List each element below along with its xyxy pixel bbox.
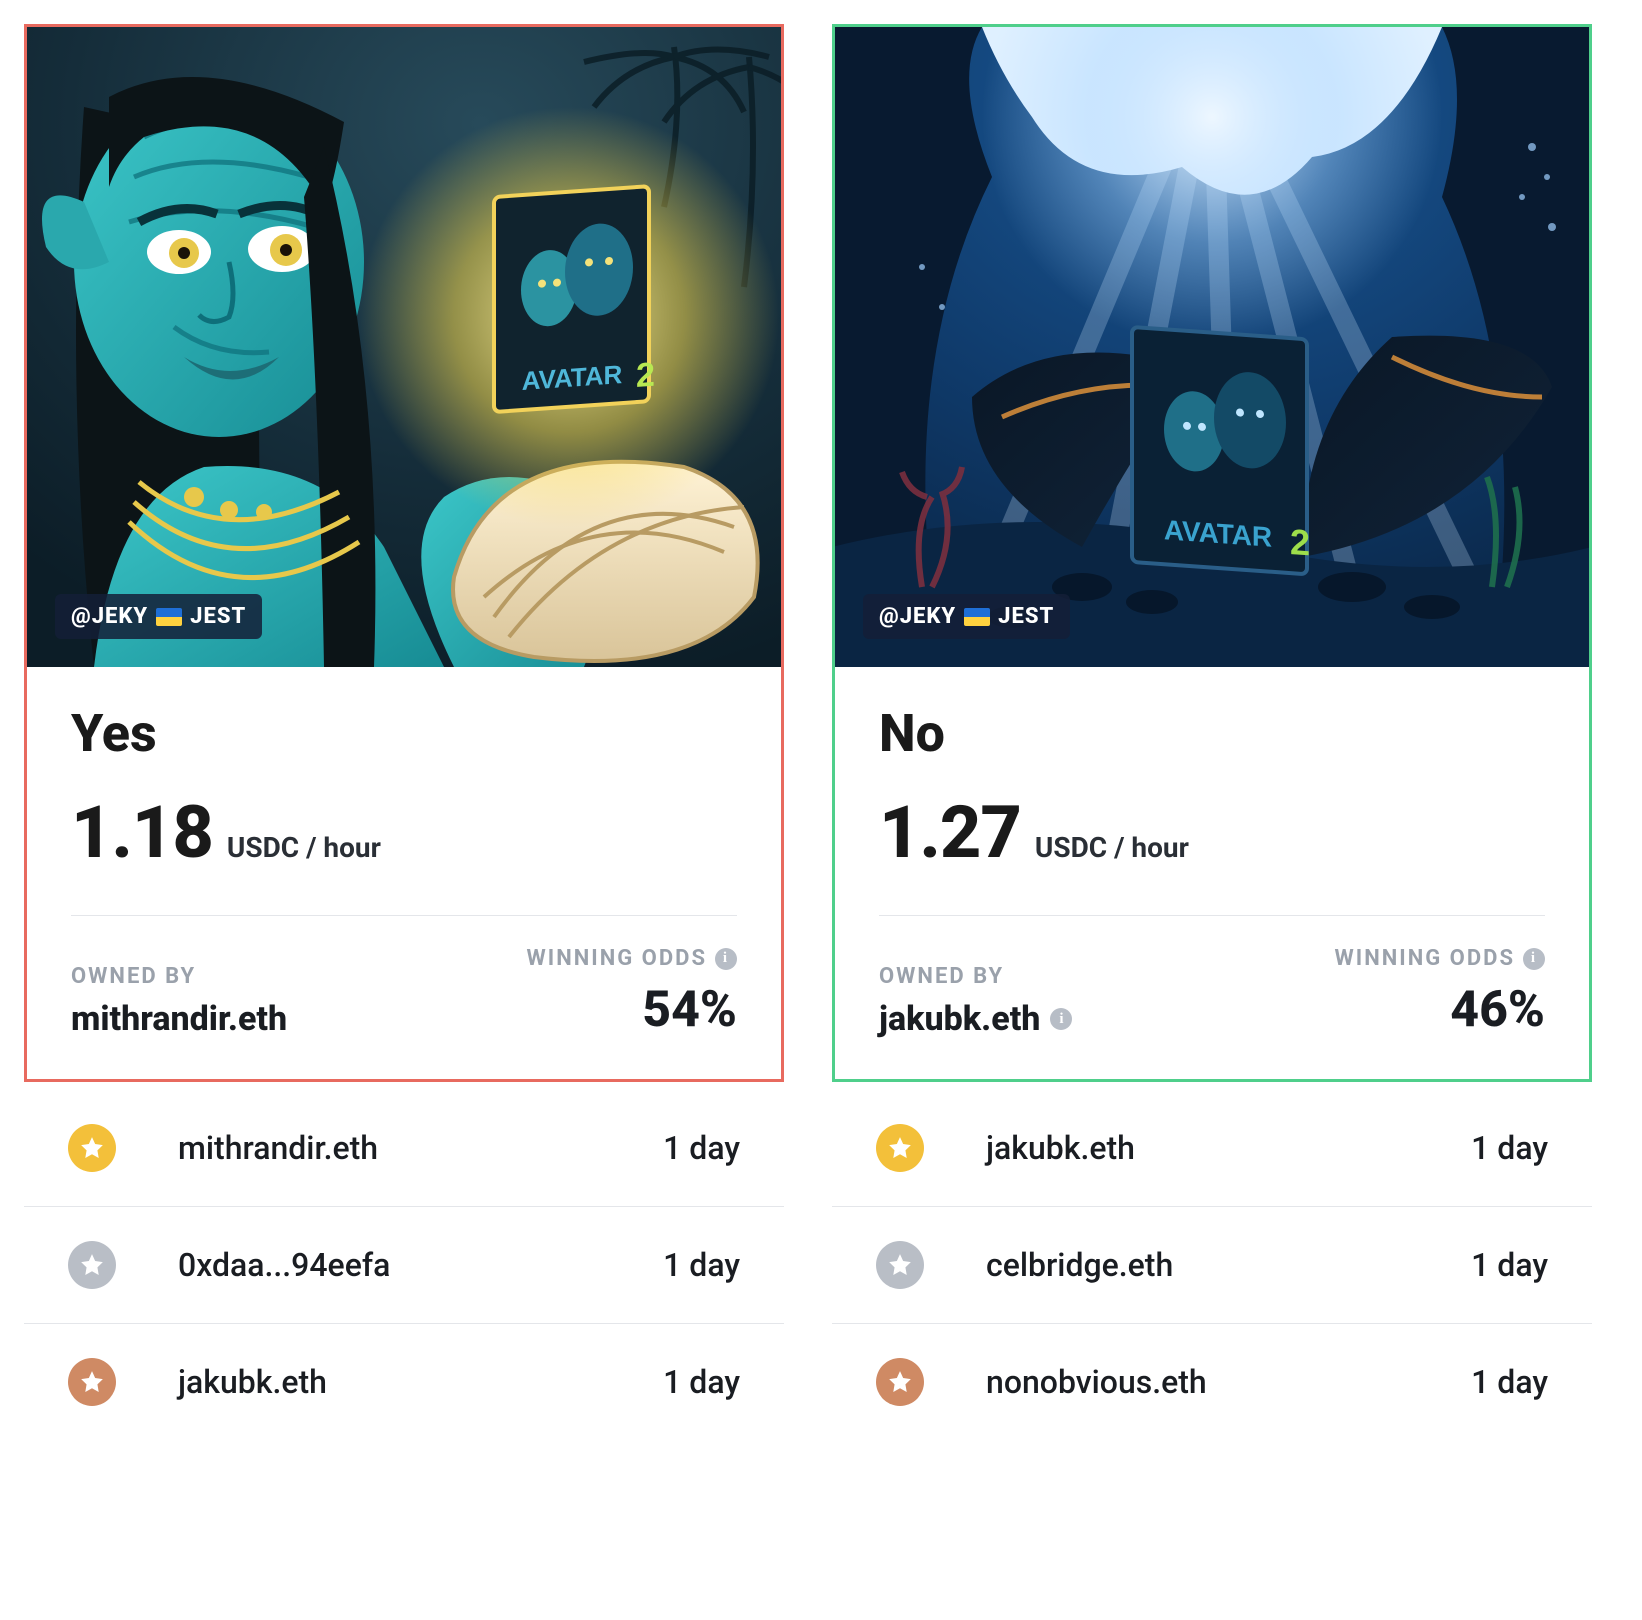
winning-odds-value: 46% bbox=[1335, 981, 1545, 1039]
winning-odds-label: WINNING ODDS i bbox=[527, 946, 737, 971]
star-gold-icon bbox=[876, 1124, 924, 1172]
winning-odds-block: WINNING ODDS i 46% bbox=[1335, 946, 1545, 1039]
outcome-title: No bbox=[879, 703, 1545, 764]
artist-badge-suffix: JEST bbox=[190, 604, 246, 629]
leaderboard-duration: 1 day bbox=[1471, 1363, 1548, 1401]
price-value: 1.27 bbox=[879, 790, 1021, 875]
price-line: 1.18 USDC / hour bbox=[71, 790, 737, 916]
info-icon[interactable]: i bbox=[1523, 948, 1545, 970]
owned-by-block: OWNED BY jakubk.eth i bbox=[879, 964, 1072, 1039]
cards-container: AVATAR 2 @JEKY JEST Yes 1.18 USDC / hour bbox=[0, 0, 1642, 1464]
leaderboard-row[interactable]: 0xdaa...94eefa 1 day bbox=[24, 1207, 784, 1324]
flag-icon bbox=[156, 608, 182, 626]
leaderboard-row[interactable]: celbridge.eth 1 day bbox=[832, 1207, 1592, 1324]
card-yes-info: Yes 1.18 USDC / hour OWNED BY mithrandir… bbox=[27, 667, 781, 1079]
outcome-title: Yes bbox=[71, 703, 737, 764]
artist-badge: @JEKY JEST bbox=[863, 594, 1070, 639]
leaderboard-name: nonobvious.eth bbox=[986, 1363, 1471, 1401]
price-value: 1.18 bbox=[71, 790, 213, 875]
leaderboard-duration: 1 day bbox=[1471, 1129, 1548, 1167]
card-no-info: No 1.27 USDC / hour OWNED BY jakubk.eth … bbox=[835, 667, 1589, 1079]
artist-badge-suffix: JEST bbox=[998, 604, 1054, 629]
leaderboard-duration: 1 day bbox=[663, 1246, 740, 1284]
winning-odds-label: WINNING ODDS i bbox=[1335, 946, 1545, 971]
leaderboard-name: 0xdaa...94eefa bbox=[178, 1246, 663, 1284]
card-yes-artwork: AVATAR 2 @JEKY JEST bbox=[27, 27, 781, 667]
card-yes-panel[interactable]: AVATAR 2 @JEKY JEST Yes 1.18 USDC / hour bbox=[24, 24, 784, 1082]
price-line: 1.27 USDC / hour bbox=[879, 790, 1545, 916]
svg-text:2: 2 bbox=[1290, 521, 1310, 563]
card-no-panel[interactable]: AVATAR 2 @JEKY JEST No bbox=[832, 24, 1592, 1082]
info-icon[interactable]: i bbox=[1050, 1008, 1072, 1030]
owner-name[interactable]: jakubk.eth i bbox=[879, 999, 1072, 1039]
svg-text:2: 2 bbox=[636, 356, 655, 395]
winning-odds-value: 54% bbox=[527, 981, 737, 1039]
card-no: AVATAR 2 @JEKY JEST No bbox=[832, 24, 1592, 1440]
leaderboard-name: jakubk.eth bbox=[178, 1363, 663, 1401]
owner-name[interactable]: mithrandir.eth bbox=[71, 999, 287, 1039]
leaderboard-name: jakubk.eth bbox=[986, 1129, 1471, 1167]
card-yes: AVATAR 2 @JEKY JEST Yes 1.18 USDC / hour bbox=[24, 24, 784, 1440]
star-bronze-icon bbox=[876, 1358, 924, 1406]
star-silver-icon bbox=[876, 1241, 924, 1289]
star-silver-icon bbox=[68, 1241, 116, 1289]
artist-badge: @JEKY JEST bbox=[55, 594, 262, 639]
stats-row: OWNED BY jakubk.eth i WINNING ODDS i 46% bbox=[879, 946, 1545, 1039]
price-unit: USDC / hour bbox=[1035, 831, 1189, 864]
star-bronze-icon bbox=[68, 1358, 116, 1406]
leaderboard-duration: 1 day bbox=[663, 1363, 740, 1401]
star-gold-icon bbox=[68, 1124, 116, 1172]
winning-odds-block: WINNING ODDS i 54% bbox=[527, 946, 737, 1039]
leaderboard-row[interactable]: jakubk.eth 1 day bbox=[832, 1090, 1592, 1207]
info-icon[interactable]: i bbox=[715, 948, 737, 970]
leaderboard-name: celbridge.eth bbox=[986, 1246, 1471, 1284]
card-no-artwork: AVATAR 2 @JEKY JEST bbox=[835, 27, 1589, 667]
owned-by-block: OWNED BY mithrandir.eth bbox=[71, 964, 287, 1039]
flag-icon bbox=[964, 608, 990, 626]
stats-row: OWNED BY mithrandir.eth WINNING ODDS i 5… bbox=[71, 946, 737, 1039]
artist-badge-prefix: @JEKY bbox=[71, 604, 148, 629]
leaderboard-row[interactable]: jakubk.eth 1 day bbox=[24, 1324, 784, 1440]
artist-badge-prefix: @JEKY bbox=[879, 604, 956, 629]
leaderboard-duration: 1 day bbox=[663, 1129, 740, 1167]
leaderboard-name: mithrandir.eth bbox=[178, 1129, 663, 1167]
leaderboard-row[interactable]: mithrandir.eth 1 day bbox=[24, 1090, 784, 1207]
owned-by-label: OWNED BY bbox=[879, 964, 1072, 989]
price-unit: USDC / hour bbox=[227, 831, 381, 864]
leaderboard-row[interactable]: nonobvious.eth 1 day bbox=[832, 1324, 1592, 1440]
leaderboard-yes: mithrandir.eth 1 day 0xdaa...94eefa 1 da… bbox=[24, 1090, 784, 1440]
leaderboard-no: jakubk.eth 1 day celbridge.eth 1 day non… bbox=[832, 1090, 1592, 1440]
leaderboard-duration: 1 day bbox=[1471, 1246, 1548, 1284]
owned-by-label: OWNED BY bbox=[71, 964, 287, 989]
